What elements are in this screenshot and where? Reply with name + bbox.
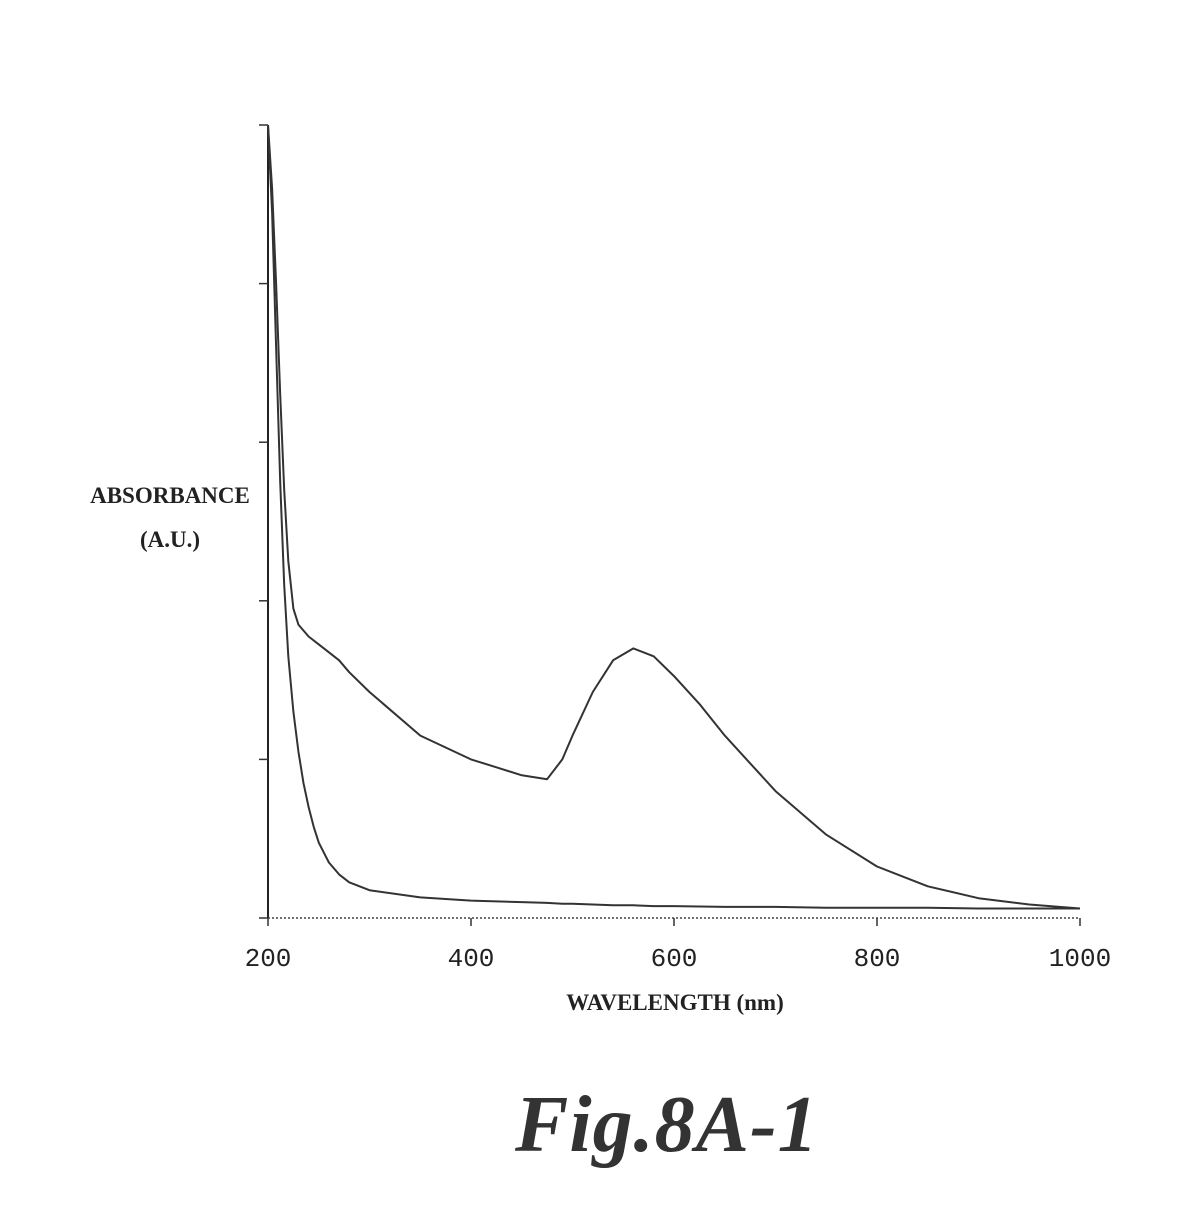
x-tick-label-200: 200: [245, 944, 292, 974]
y-tick-group: [259, 124, 268, 919]
x-tick-label-600: 600: [651, 944, 698, 974]
figure-label: Fig.8A-1: [515, 1081, 819, 1169]
x-tick-label-400: 400: [448, 944, 495, 974]
x-tick-group: 200 400 600 800 1000: [245, 918, 1111, 974]
series-line-1: [267, 124, 1080, 910]
x-tick-label-800: 800: [854, 944, 901, 974]
x-tick-label-1000: 1000: [1049, 944, 1111, 974]
series-group: [267, 124, 1081, 910]
x-axis-label: WAVELENGTH (nm): [566, 990, 783, 1015]
series-line-2: [267, 124, 1081, 910]
y-axis-label-line-1: ABSORBANCE: [90, 483, 250, 508]
y-axis-label-line-2: (A.U.): [140, 527, 200, 552]
